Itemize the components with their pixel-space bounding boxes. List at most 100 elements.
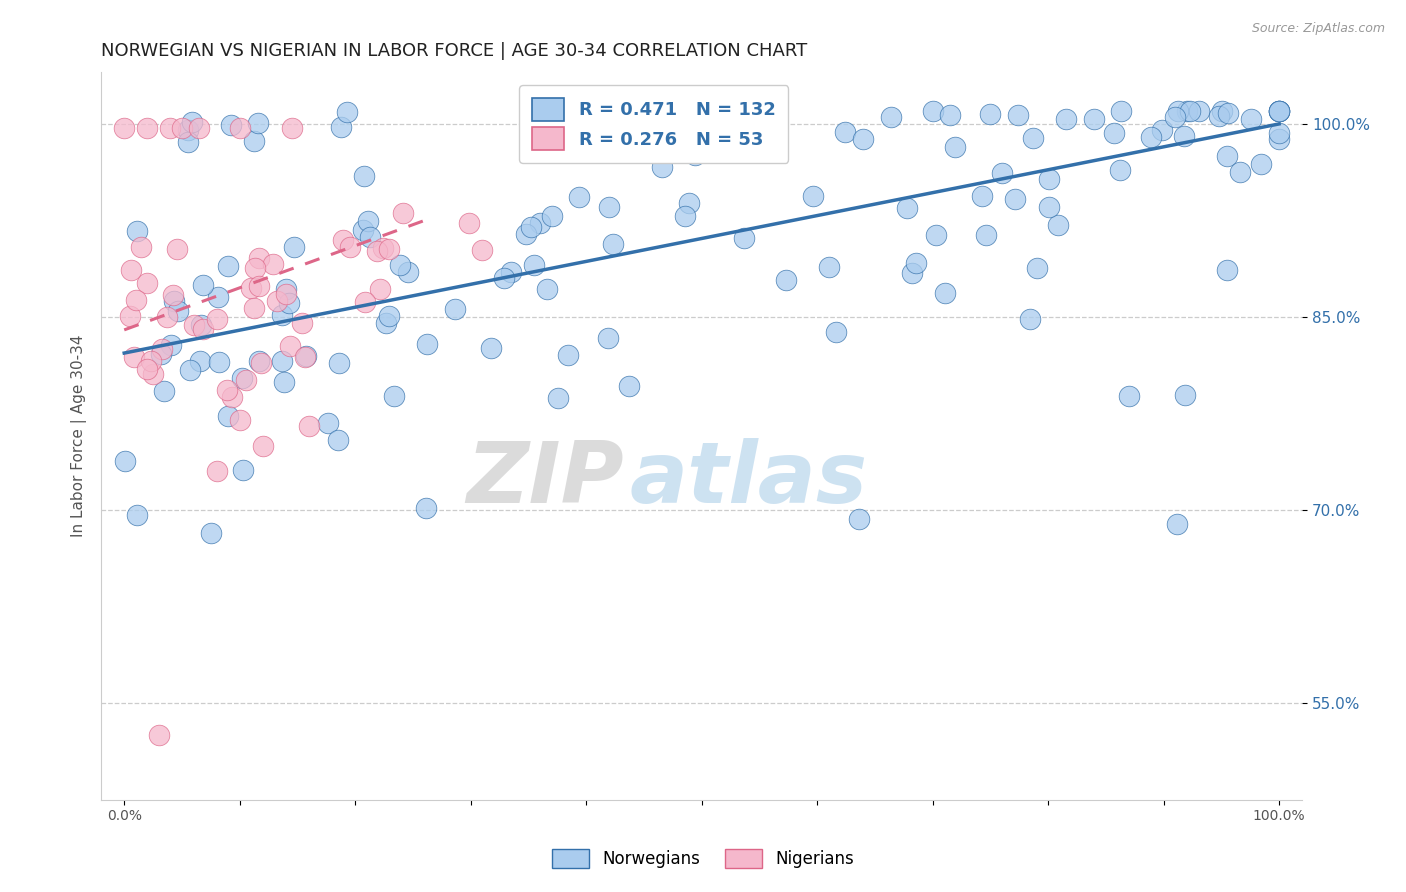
Text: atlas: atlas	[630, 438, 868, 521]
Point	[243, 301, 266, 315]
Point	[129, 240, 152, 254]
Point	[848, 512, 870, 526]
Point	[825, 325, 848, 339]
Point	[246, 116, 269, 130]
Point	[207, 290, 229, 304]
Point	[1022, 130, 1045, 145]
Point	[1164, 110, 1187, 124]
Point	[596, 331, 619, 345]
Point	[492, 271, 515, 285]
Point	[159, 337, 181, 351]
Point	[163, 293, 186, 308]
Point	[979, 107, 1001, 121]
Point	[775, 273, 797, 287]
Point	[1268, 103, 1291, 118]
Text: ZIP: ZIP	[465, 438, 624, 521]
Point	[1140, 129, 1163, 144]
Point	[637, 122, 659, 136]
Point	[262, 257, 284, 271]
Point	[231, 371, 253, 385]
Point	[444, 301, 467, 316]
Point	[1188, 103, 1211, 118]
Point	[150, 343, 173, 357]
Point	[457, 216, 479, 230]
Point	[277, 295, 299, 310]
Point	[328, 356, 350, 370]
Point	[1038, 200, 1060, 214]
Point	[568, 190, 591, 204]
Point	[523, 258, 546, 272]
Point	[357, 214, 380, 228]
Text: Source: ZipAtlas.com: Source: ZipAtlas.com	[1251, 22, 1385, 36]
Point	[471, 243, 494, 257]
Point	[188, 353, 211, 368]
Point	[125, 293, 148, 307]
Point	[231, 463, 253, 477]
Point	[536, 282, 558, 296]
Point	[150, 346, 173, 360]
Point	[619, 378, 641, 392]
Point	[852, 132, 875, 146]
Point	[217, 260, 239, 274]
Point	[1208, 109, 1230, 123]
Point	[120, 262, 142, 277]
Point	[1178, 103, 1201, 118]
Point	[127, 224, 149, 238]
Point	[139, 354, 162, 368]
Point	[274, 282, 297, 296]
Point	[1268, 103, 1291, 118]
Point	[179, 363, 201, 377]
Point	[901, 266, 924, 280]
Point	[1166, 516, 1188, 531]
Point	[219, 118, 242, 132]
Point	[651, 160, 673, 174]
Point	[177, 123, 200, 137]
Point	[896, 201, 918, 215]
Point	[1104, 126, 1126, 140]
Point	[1054, 112, 1077, 127]
Point	[316, 417, 339, 431]
Point	[991, 166, 1014, 180]
Point	[520, 219, 543, 234]
Point	[274, 287, 297, 301]
Point	[378, 309, 401, 323]
Point	[228, 413, 250, 427]
Point	[1268, 104, 1291, 119]
Point	[352, 223, 374, 237]
Point	[122, 351, 145, 365]
Point	[205, 465, 228, 479]
Point	[148, 728, 170, 742]
Point	[1173, 128, 1195, 143]
Point	[934, 286, 956, 301]
Point	[250, 356, 273, 370]
Point	[135, 276, 157, 290]
Point	[515, 227, 537, 241]
Point	[1152, 123, 1174, 137]
Point	[242, 134, 264, 148]
Point	[529, 216, 551, 230]
Point	[415, 501, 437, 516]
Point	[1083, 112, 1105, 126]
Point	[162, 288, 184, 302]
Point	[803, 189, 825, 203]
Point	[974, 228, 997, 243]
Point	[156, 310, 179, 324]
Point	[136, 362, 159, 376]
Point	[159, 120, 181, 135]
Point	[247, 354, 270, 368]
Point	[166, 304, 188, 318]
Point	[217, 409, 239, 424]
Point	[1019, 312, 1042, 326]
Point	[834, 124, 856, 138]
Point	[695, 113, 717, 128]
Legend: Norwegians, Nigerians: Norwegians, Nigerians	[546, 842, 860, 875]
Point	[678, 195, 700, 210]
Point	[1240, 112, 1263, 127]
Point	[326, 433, 349, 447]
Point	[205, 311, 228, 326]
Point	[1268, 103, 1291, 118]
Point	[388, 258, 411, 272]
Point	[298, 419, 321, 434]
Point	[557, 348, 579, 362]
Point	[943, 140, 966, 154]
